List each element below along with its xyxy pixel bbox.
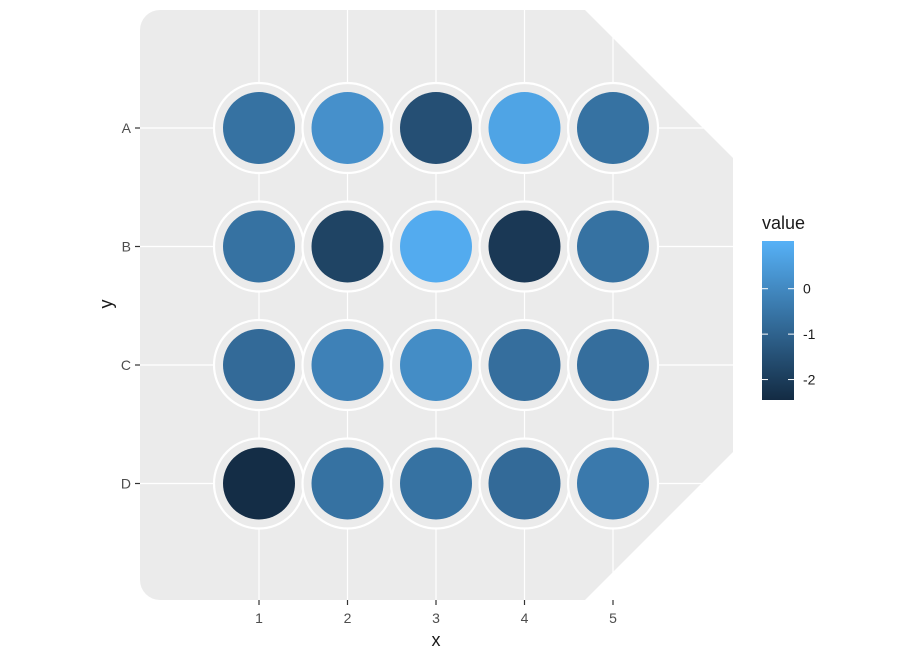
- legend-ticks: -2 -1 0: [762, 281, 816, 388]
- well-C1: [223, 329, 295, 401]
- wells: [212, 81, 660, 530]
- well-A5: [577, 92, 649, 164]
- x-tick-label: 4: [521, 610, 529, 626]
- x-tick-label: 3: [432, 610, 440, 626]
- well-D4: [488, 447, 561, 520]
- well-C3: [400, 329, 472, 401]
- legend-label: -1: [803, 326, 816, 342]
- well-A4: [488, 92, 561, 164]
- x-tick-label: 2: [344, 610, 352, 626]
- y-axis: A B C D: [121, 120, 140, 492]
- well-A1: [223, 92, 295, 164]
- legend-label: -2: [803, 372, 816, 388]
- well-D2: [311, 447, 384, 520]
- legend-title: value: [762, 213, 805, 233]
- legend-colorbar: [762, 241, 794, 400]
- x-axis: 1 2 3 4 5: [255, 600, 617, 626]
- well-C5: [577, 329, 649, 401]
- legend: value -2 -1 0: [762, 213, 816, 400]
- y-tick-label: D: [121, 476, 131, 492]
- well-D5: [577, 447, 649, 520]
- x-axis-title: x: [432, 630, 441, 650]
- well-A2: [311, 92, 384, 164]
- x-tick-label: 5: [609, 610, 617, 626]
- y-axis-title: y: [96, 300, 116, 309]
- y-tick-label: C: [121, 357, 131, 373]
- y-tick-label: A: [122, 120, 132, 136]
- well-C4: [488, 329, 561, 401]
- x-tick-label: 1: [255, 610, 263, 626]
- well-D3: [400, 447, 472, 520]
- well-B5: [577, 210, 649, 283]
- well-B3: [400, 210, 472, 283]
- y-tick-label: B: [122, 239, 131, 255]
- well-B2: [311, 210, 384, 283]
- well-A3: [400, 92, 472, 164]
- legend-label: 0: [803, 281, 811, 297]
- well-D1: [223, 447, 295, 520]
- well-C2: [311, 329, 384, 401]
- well-B4: [488, 210, 561, 283]
- well-B1: [223, 210, 295, 283]
